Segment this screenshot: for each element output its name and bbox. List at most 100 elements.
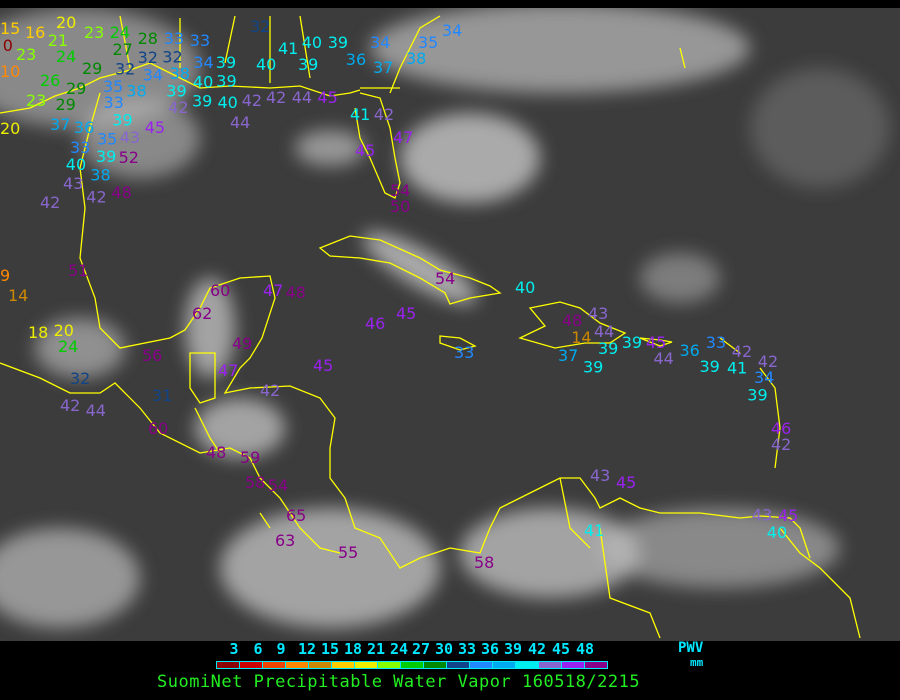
station-pwv-value: 41: [350, 105, 370, 124]
station-pwv-value: 39: [216, 53, 236, 72]
station-pwv-value: 39: [583, 358, 603, 377]
legend-color-box: [538, 661, 562, 669]
station-pwv-value: 33: [164, 29, 184, 48]
station-pwv-value: 45: [313, 356, 333, 375]
station-pwv-value: 20: [54, 321, 74, 340]
station-pwv-value: 56: [142, 346, 162, 365]
legend-color-box: [469, 661, 493, 669]
legend-color-box: [285, 661, 309, 669]
station-pwv-value: 52: [119, 148, 139, 167]
legend-color-box: [492, 661, 516, 669]
station-pwv-value: 41: [727, 359, 747, 378]
station-pwv-value: 42: [771, 435, 791, 454]
station-pwv-value: 20: [56, 13, 76, 32]
station-pwv-value: 32: [162, 48, 182, 67]
station-pwv-value: 23: [16, 45, 36, 64]
legend-tick: 33: [457, 640, 477, 658]
color-legend: 3 6 9 12 15 18 21 24 27 30 33 36 39 42 45 48 PWV mm Suo…: [0, 641, 900, 700]
station-pwv-value: 40: [302, 33, 322, 52]
station-pwv-value: 43: [752, 505, 772, 524]
station-pwv-value: 49: [232, 334, 252, 353]
legend-unit-label: PWV: [678, 640, 704, 656]
legend-color-box: [331, 661, 355, 669]
legend-color-box: [446, 661, 470, 669]
legend-tick: 18: [343, 640, 363, 658]
station-pwv-value: 42: [266, 88, 286, 107]
legend-tick: 27: [411, 640, 431, 658]
station-pwv-value: 29: [82, 59, 102, 78]
station-pwv-value: 45: [778, 506, 798, 525]
station-pwv-value: 14: [8, 286, 28, 305]
station-pwv-value: 21: [48, 31, 68, 50]
legend-tick: 21: [366, 640, 386, 658]
station-pwv-value: 65: [286, 506, 306, 525]
station-pwv-value: 40: [256, 55, 276, 74]
station-pwv-value: 34: [442, 21, 462, 40]
station-pwv-value: 39: [192, 92, 212, 111]
legend-color-box: [561, 661, 585, 669]
legend-color-box: [216, 661, 240, 669]
station-pwv-value: 38: [126, 81, 146, 100]
station-pwv-value: 27: [113, 40, 133, 59]
station-pwv-value: 60: [210, 281, 230, 300]
station-pwv-value: 38: [90, 166, 110, 185]
station-pwv-value: 40: [66, 155, 86, 174]
station-pwv-value: 37: [373, 58, 393, 77]
station-pwv-value: 39: [700, 357, 720, 376]
legend-tick: 39: [503, 640, 523, 658]
station-pwv-value: 42: [242, 91, 262, 110]
station-pwv-value: 36: [74, 118, 94, 137]
station-pwv-value: 45: [396, 304, 416, 323]
station-pwv-value: 35: [418, 33, 438, 52]
station-pwv-value: 45: [616, 473, 636, 492]
station-pwv-value: 37: [50, 115, 70, 134]
station-pwv-value: 9: [0, 266, 10, 285]
legend-tick: 24: [389, 640, 409, 658]
legend-color-box: [377, 661, 401, 669]
station-pwv-value: 45: [145, 118, 165, 137]
station-pwv-value: 54: [390, 181, 410, 200]
legend-color-box: [308, 661, 332, 669]
station-pwv-value: 34: [754, 368, 774, 387]
station-pwv-value: 28: [138, 29, 158, 48]
station-pwv-value: 34: [193, 53, 213, 72]
station-pwv-value: 59: [240, 448, 260, 467]
station-pwv-value: 43: [63, 174, 83, 193]
station-pwv-value: 48: [562, 311, 582, 330]
station-pwv-value: 38: [170, 64, 190, 83]
cloud-layer: [0, 8, 890, 628]
station-pwv-value: 51: [68, 261, 88, 280]
legend-unit: mm: [690, 656, 704, 669]
station-pwv-value: 14: [571, 328, 591, 347]
legend-tick: 30: [434, 640, 454, 658]
legend-tick: 12: [297, 640, 317, 658]
legend-tick: 36: [480, 640, 500, 658]
station-pwv-value: 46: [365, 314, 385, 333]
station-pwv-value: 48: [286, 283, 306, 302]
legend-color-box: [584, 661, 608, 669]
station-pwv-value: 45: [317, 88, 337, 107]
station-pwv-value: 32: [115, 60, 135, 79]
station-pwv-value: 24: [110, 23, 130, 42]
station-pwv-value: 62: [192, 304, 212, 323]
station-pwv-value: 42: [758, 352, 778, 371]
station-pwv-value: 34: [370, 33, 390, 52]
station-pwv-value: 41: [278, 39, 298, 58]
map-title: SuomiNet Precipitable Water Vapor 160518…: [157, 672, 641, 692]
station-pwv-value: 58: [245, 473, 265, 492]
legend-color-box: [515, 661, 539, 669]
station-pwv-value: 47: [263, 281, 283, 300]
station-pwv-value: 10: [0, 62, 20, 81]
station-pwv-value: 18: [28, 323, 48, 342]
station-pwv-value: 23: [84, 23, 104, 42]
station-pwv-value: 29: [56, 95, 76, 114]
station-pwv-value: 42: [60, 396, 80, 415]
station-pwv-value: 54: [435, 269, 455, 288]
station-pwv-value: 43: [120, 128, 140, 147]
legend-color-box: [354, 661, 378, 669]
station-pwv-value: 38: [406, 49, 426, 68]
station-pwv-value: 16: [25, 23, 45, 42]
station-pwv-value: 24: [58, 337, 78, 356]
station-pwv-value: 42: [40, 193, 60, 212]
